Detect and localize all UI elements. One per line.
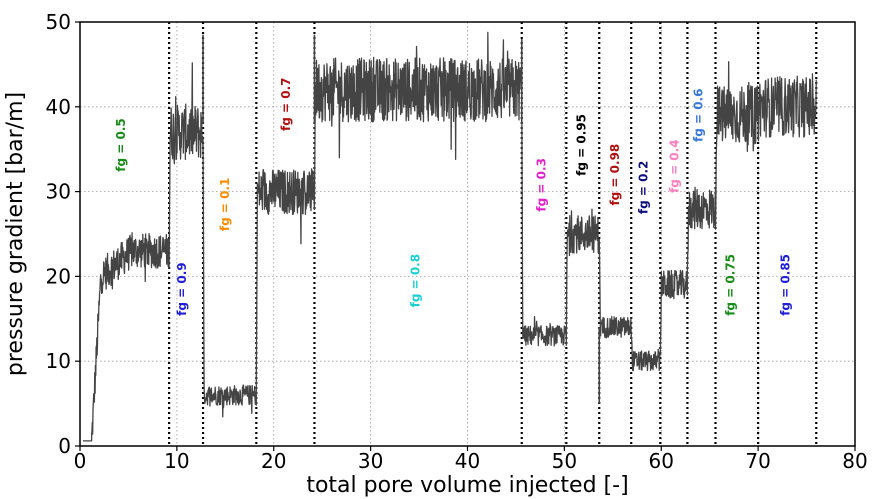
y-tick-label: 0 [58,434,71,458]
x-tick-label: 70 [745,449,770,473]
fg-annotation-label: fg = 0.3 [535,158,549,211]
y-tick-label: 10 [46,349,71,373]
fg-annotation-label: fg = 0.4 [667,139,681,192]
grid [79,21,856,447]
x-tick-label: 30 [358,449,383,473]
fg-annotation-label: fg = 0.6 [692,89,706,142]
x-tick-label: 0 [74,449,87,473]
fg-annotation-label: fg = 0.75 [724,254,738,316]
fg-annotation-label: fg = 0.85 [779,254,793,316]
fg-annotation-label: fg = 0.1 [218,178,232,231]
x-tick-label: 80 [842,449,867,473]
series-line [82,31,817,442]
x-tick-label: 60 [649,449,674,473]
fg-annotation-label: fg = 0.5 [114,118,128,171]
fg-annotation-label: fg = 0.7 [279,78,293,131]
fg-annotation-label: fg = 0.95 [574,114,588,176]
x-axis-label: total pore volume injected [-] [306,473,628,498]
x-tick-label: 10 [164,449,189,473]
fg-annotation-label: fg = 0.9 [175,262,189,315]
fg-annotation-label: fg = 0.8 [409,254,423,307]
y-tick-label: 20 [46,264,71,288]
fg-annotation-label: fg = 0.2 [636,161,650,214]
axis-ticks: 0 10 20 30 40 50 60 70 80 0 10 20 30 40 50 [46,10,868,473]
y-tick-label: 50 [46,10,71,34]
y-tick-label: 30 [46,180,71,204]
fg-annotations: fg = 0.5 fg = 0.9 fg = 0.1 fg = 0.7 fg = 0.8… [114,78,793,316]
y-tick-label: 40 [46,95,71,119]
x-tick-label: 20 [261,449,286,473]
fg-annotation-label: fg = 0.98 [608,144,622,206]
x-tick-label: 50 [552,449,577,473]
series-line-group [82,31,817,442]
x-tick-label: 40 [455,449,480,473]
y-axis-label: pressure gradient [bar/m] [3,92,28,376]
